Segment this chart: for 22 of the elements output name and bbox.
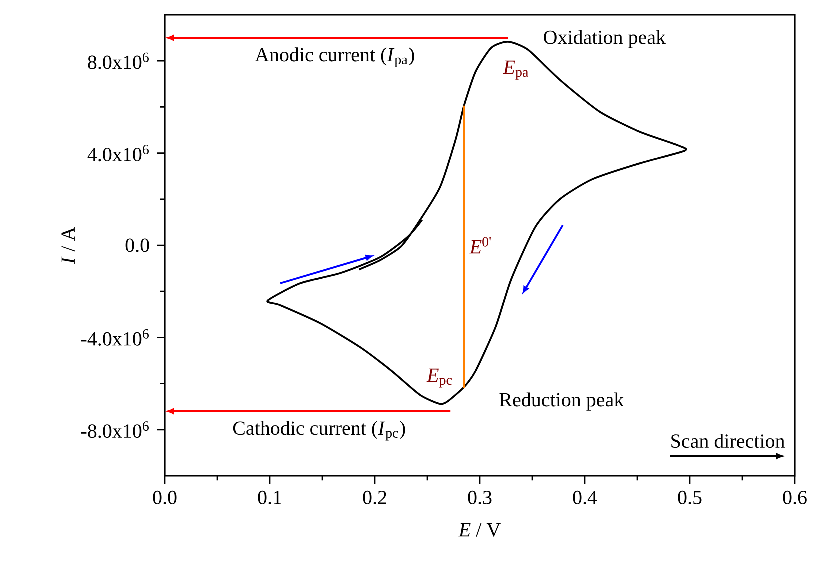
y-tick-label: -4.0x10$^{6}$ <box>81 329 149 346</box>
annotation: Scan direction <box>672 434 785 448</box>
x-tick-label: 0.0 <box>153 490 177 505</box>
annotation: E$^{0'}$ <box>470 237 491 254</box>
x-axis-title: E / V <box>458 523 501 537</box>
annotation: Anodic current (I$_{pa}$) <box>255 48 414 68</box>
x-tick-label: 0.3 <box>468 490 492 505</box>
x-tick-label: 0.1 <box>258 490 282 505</box>
x-tick-label: 0.4 <box>573 490 598 505</box>
y-tick-label: 8.0x10$^{6}$ <box>88 52 149 70</box>
y-tick-label: 4.0x10$^{6}$ <box>88 145 149 162</box>
annotation: E$_{pc}$ <box>426 368 452 388</box>
annotation: Cathodic current (I$_{pc}$) <box>233 421 406 441</box>
x-tick-label: 0.5 <box>678 490 702 505</box>
y-tick-label: -8.0x10$^{6}$ <box>81 422 149 438</box>
x-tick-label: 0.6 <box>783 490 807 505</box>
y-axis-title: I / A <box>62 226 76 264</box>
y-tick-label: 0.0 <box>126 238 150 252</box>
annotation: Reduction peak <box>500 392 624 411</box>
annotation: E$_{pa}$ <box>503 60 529 80</box>
x-tick-label: 0.2 <box>363 490 386 505</box>
annotation: Oxidation peak <box>544 30 666 48</box>
